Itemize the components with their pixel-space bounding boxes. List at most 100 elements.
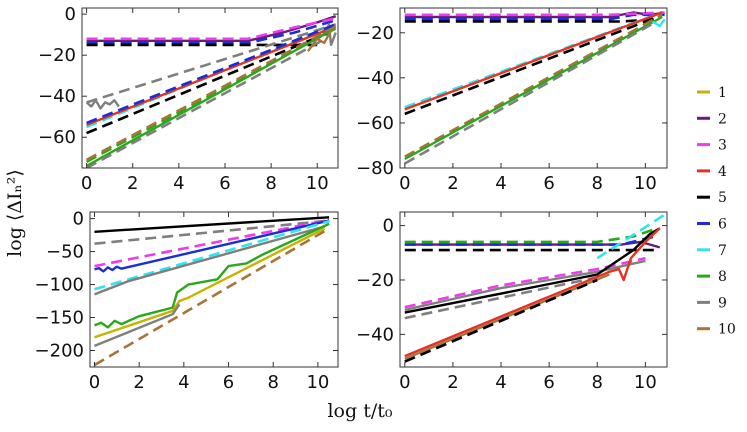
- x-tick-label: 8: [592, 173, 603, 194]
- x-tick-label: 8: [592, 372, 603, 393]
- x-tick-label: 6: [219, 173, 230, 194]
- y-axis-label: log ⟨ΔIₙ²⟩: [4, 169, 26, 257]
- series-line: [404, 227, 661, 314]
- legend-label: 9: [718, 295, 727, 311]
- legend-label: 7: [718, 243, 727, 259]
- x-tick-label: 6: [543, 372, 554, 393]
- y-tick-label: −40: [38, 86, 76, 107]
- series-line: [404, 256, 646, 309]
- x-tick-label: 10: [306, 173, 329, 194]
- y-tick-label: −20: [356, 23, 394, 44]
- plot-frame: [81, 7, 339, 169]
- y-tick-label: −40: [356, 324, 394, 345]
- x-axis-label: log t/t₀: [327, 400, 393, 422]
- x-tick-label: 4: [178, 372, 189, 393]
- plot-area: [404, 213, 666, 363]
- series-line: [404, 11, 665, 17]
- series-line: [93, 227, 330, 367]
- series-line: [94, 222, 330, 329]
- y-tick-label: −20: [38, 45, 76, 66]
- y-tick-label: −150: [35, 308, 84, 329]
- series-line: [86, 19, 337, 45]
- series-line: [404, 273, 610, 360]
- y-tick-label: 0: [383, 216, 394, 237]
- y-tick-label: 0: [65, 4, 76, 25]
- series-line: [94, 219, 330, 273]
- x-tick-label: 4: [173, 173, 184, 194]
- x-tick-label: 0: [399, 372, 410, 393]
- series-line: [86, 23, 337, 104]
- x-tick-label: 0: [399, 173, 410, 194]
- plot-area: [85, 15, 337, 168]
- y-tick-label: −200: [35, 341, 84, 362]
- series-line: [404, 227, 658, 244]
- x-tick-label: 4: [495, 173, 506, 194]
- legend: 1 2 3 4 5 6 7 8 9 10: [697, 85, 736, 338]
- x-tick-label: 6: [543, 173, 554, 194]
- series-line: [86, 23, 337, 125]
- legend-label: 6: [718, 217, 727, 233]
- plot-area: [93, 216, 330, 367]
- legend-label: 2: [718, 111, 727, 127]
- x-tick-label: 8: [265, 173, 276, 194]
- y-tick-label: −60: [38, 127, 76, 148]
- y-tick-label: 0: [73, 209, 84, 230]
- panel-bottom-right: 0 2 4 6 8 10 0 −20 −40: [356, 211, 668, 393]
- legend-label: 3: [718, 138, 727, 154]
- series-line: [94, 227, 326, 339]
- series-line: [404, 227, 661, 358]
- legend-label: 5: [718, 190, 727, 206]
- series-line: [94, 219, 330, 291]
- x-tick-label: 0: [89, 372, 100, 393]
- x-tick-label: 4: [495, 372, 506, 393]
- series-line: [86, 29, 332, 167]
- series-line: [94, 303, 181, 348]
- series-line: [94, 225, 325, 296]
- panel-top-left: 0 2 4 6 8 10 0 −20 −40 −60: [38, 4, 339, 194]
- series-line: [651, 18, 666, 28]
- series-line: [404, 276, 598, 320]
- panel-top-right: 0 2 4 6 8 10 −20 −40 −60 −80: [356, 7, 668, 194]
- x-tick-label: 10: [634, 372, 657, 393]
- series-line: [404, 22, 654, 165]
- legend-label: 10: [718, 322, 736, 338]
- x-tick-label: 10: [306, 372, 329, 393]
- series-line: [85, 27, 337, 163]
- x-tick-label: 2: [447, 173, 458, 194]
- plot-frame: [89, 211, 339, 368]
- legend-label: 4: [718, 164, 727, 180]
- series-line: [85, 25, 337, 161]
- x-tick-label: 2: [447, 372, 458, 393]
- y-tick-label: −60: [356, 113, 394, 134]
- y-axis-label-wrap: log ⟨ΔIₙ²⟩: [0, 140, 30, 290]
- legend-label: 8: [718, 269, 727, 285]
- x-tick-label: 10: [634, 173, 657, 194]
- x-tick-label: 2: [133, 372, 144, 393]
- y-tick-label: −20: [356, 270, 394, 291]
- series-line: [596, 213, 666, 260]
- legend-label: 1: [718, 85, 727, 101]
- plot-frame: [399, 7, 668, 169]
- series-line: [85, 99, 120, 110]
- series-line: [86, 25, 337, 127]
- series-line: [404, 15, 663, 161]
- y-tick-label: −80: [356, 158, 394, 179]
- series-line: [404, 259, 646, 312]
- y-tick-label: −100: [35, 275, 84, 296]
- series-line: [404, 13, 663, 158]
- series-line: [404, 15, 658, 116]
- x-tick-label: 6: [223, 372, 234, 393]
- x-tick-label: 2: [127, 173, 138, 194]
- series-line: [86, 31, 330, 135]
- series-line: [404, 13, 665, 21]
- panel-bottom-left: 0 2 4 6 8 10 0 −50 −100 −150 −200: [35, 209, 339, 393]
- x-tick-label: 0: [81, 173, 92, 194]
- series-line: [94, 218, 330, 268]
- x-tick-label: 8: [267, 372, 278, 393]
- series-line: [404, 278, 598, 363]
- series-line: [404, 11, 663, 111]
- plot-area: [404, 11, 666, 165]
- series-line: [94, 219, 330, 245]
- plot-frame: [399, 211, 668, 368]
